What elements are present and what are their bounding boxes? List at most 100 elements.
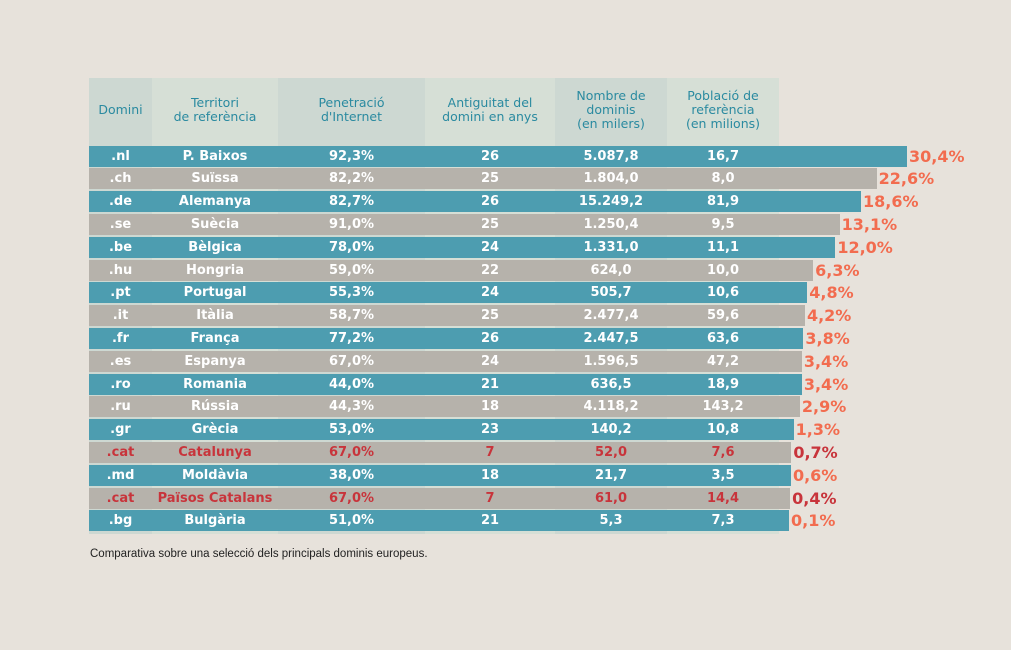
cell-population: 10,0 (706, 262, 740, 278)
cell-age: 25 (480, 216, 500, 232)
cell-age: 7 (485, 490, 495, 506)
bar-be-4 (89, 236, 836, 258)
cell-count: 505,7 (590, 285, 632, 301)
cell-count: 2.447,5 (583, 330, 639, 346)
cell-penetration: 77,2% (328, 330, 375, 346)
cell-age: 23 (480, 422, 500, 438)
cell-territory: Romania (183, 376, 247, 392)
cell-territory: P. Baixos (182, 148, 248, 164)
cell-population: 9,5 (711, 216, 735, 232)
data-label: 18,6% (863, 192, 919, 212)
cell-penetration: 51,0% (328, 513, 375, 529)
cell-territory: Grècia (191, 422, 239, 438)
cell-domain: .pt (110, 285, 131, 301)
cell-penetration: 58,7% (328, 308, 375, 324)
header-count: Nombre de dominis (en milers) (576, 88, 646, 131)
cell-penetration: 38,0% (328, 467, 375, 483)
cell-penetration: 92,3% (328, 148, 375, 164)
cell-territory: Portugal (183, 285, 247, 301)
cell-territory: Rússia (191, 399, 239, 415)
cell-age: 22 (480, 262, 500, 278)
data-label: 3,4% (803, 351, 849, 371)
cell-domain: .it (112, 308, 129, 324)
cell-count: 61,0 (594, 490, 628, 506)
cell-count: 624,0 (590, 262, 632, 278)
cell-population: 3,5 (711, 467, 735, 483)
cell-penetration: 44,0% (328, 376, 375, 392)
data-label: 0,4% (792, 488, 837, 508)
data-label: 2,9% (801, 397, 847, 417)
bar-pt-6 (89, 282, 808, 304)
data-label: 30,4% (909, 146, 965, 166)
bar-md-14 (89, 464, 791, 486)
cell-age: 18 (480, 467, 500, 483)
cell-domain: .md (106, 467, 135, 483)
cell-penetration: 67,0% (328, 353, 375, 369)
cell-penetration: 82,7% (328, 194, 375, 210)
data-label: 3,4% (803, 374, 849, 394)
bar-cat-13 (89, 441, 792, 463)
cell-age: 24 (480, 239, 500, 255)
header-population: Població de referència (en milions) (685, 88, 761, 131)
cell-penetration: 91,0% (328, 216, 375, 232)
data-label: 0,7% (793, 442, 838, 462)
cell-age: 26 (480, 148, 500, 164)
data-label: 3,8% (805, 328, 850, 348)
cell-count: 52,0 (594, 444, 628, 460)
data-label: 1,3% (795, 420, 841, 440)
cell-population: 59,6 (706, 308, 740, 324)
cell-domain: .bg (108, 513, 133, 529)
bar-ch-1 (89, 168, 877, 190)
cell-count: 5.087,8 (583, 148, 639, 164)
cell-domain: .cat (106, 444, 135, 460)
cell-age: 26 (480, 194, 500, 210)
cell-penetration: 44,3% (328, 399, 375, 415)
data-label: 0,6% (792, 465, 838, 485)
cell-territory: Alemanya (178, 194, 252, 210)
cell-count: 636,5 (590, 376, 632, 392)
cell-population: 14,4 (706, 490, 740, 506)
cell-penetration: 78,0% (328, 239, 375, 255)
cell-penetration: 82,2% (328, 171, 375, 187)
data-label: 22,6% (878, 169, 935, 189)
cell-domain: .gr (110, 422, 131, 438)
cell-territory: Hongria (185, 262, 244, 278)
cell-domain: .hu (108, 262, 133, 278)
bar-ru-11 (89, 396, 800, 418)
cell-domain: .es (109, 353, 132, 369)
bar-it-7 (89, 305, 805, 327)
cell-territory: Itàlia (196, 308, 234, 324)
header-penetration: Penetració d'Internet (318, 95, 385, 124)
cell-age: 26 (480, 330, 500, 346)
cell-count: 15.249,2 (578, 194, 644, 210)
cell-population: 7,3 (711, 513, 735, 529)
cell-age: 25 (480, 308, 500, 324)
cell-penetration: 53,0% (328, 422, 375, 438)
bar-gr-12 (89, 419, 794, 441)
cell-domain: .nl (111, 148, 130, 164)
cell-count: 1.331,0 (583, 239, 639, 255)
cell-count: 2.477,4 (583, 308, 639, 324)
bar-ro-10 (89, 373, 802, 395)
cell-count: 1.804,0 (583, 171, 639, 187)
data-label: 13,1% (841, 214, 898, 234)
cell-penetration: 67,0% (328, 490, 375, 506)
cell-territory: Bèlgica (188, 239, 242, 255)
cell-population: 143,2 (702, 399, 744, 415)
cell-territory: Espanya (184, 353, 246, 369)
cell-count: 5,3 (599, 513, 623, 529)
cell-penetration: 59,0% (328, 262, 375, 278)
cell-population: 11,1 (706, 239, 740, 255)
bar-es-9 (89, 350, 802, 372)
bar-nl-0 (89, 145, 907, 167)
cell-domain: .de (108, 194, 133, 210)
cell-age: 18 (480, 399, 500, 415)
cell-territory: Bulgària (184, 513, 246, 529)
header-territory: Territori de referència (173, 95, 257, 124)
cell-count: 140,2 (590, 422, 632, 438)
cell-territory: Moldàvia (181, 467, 249, 483)
cell-population: 47,2 (706, 353, 740, 369)
cell-count: 21,7 (594, 467, 628, 483)
cell-territory: Catalunya (178, 444, 252, 460)
cell-domain: .be (108, 239, 133, 255)
